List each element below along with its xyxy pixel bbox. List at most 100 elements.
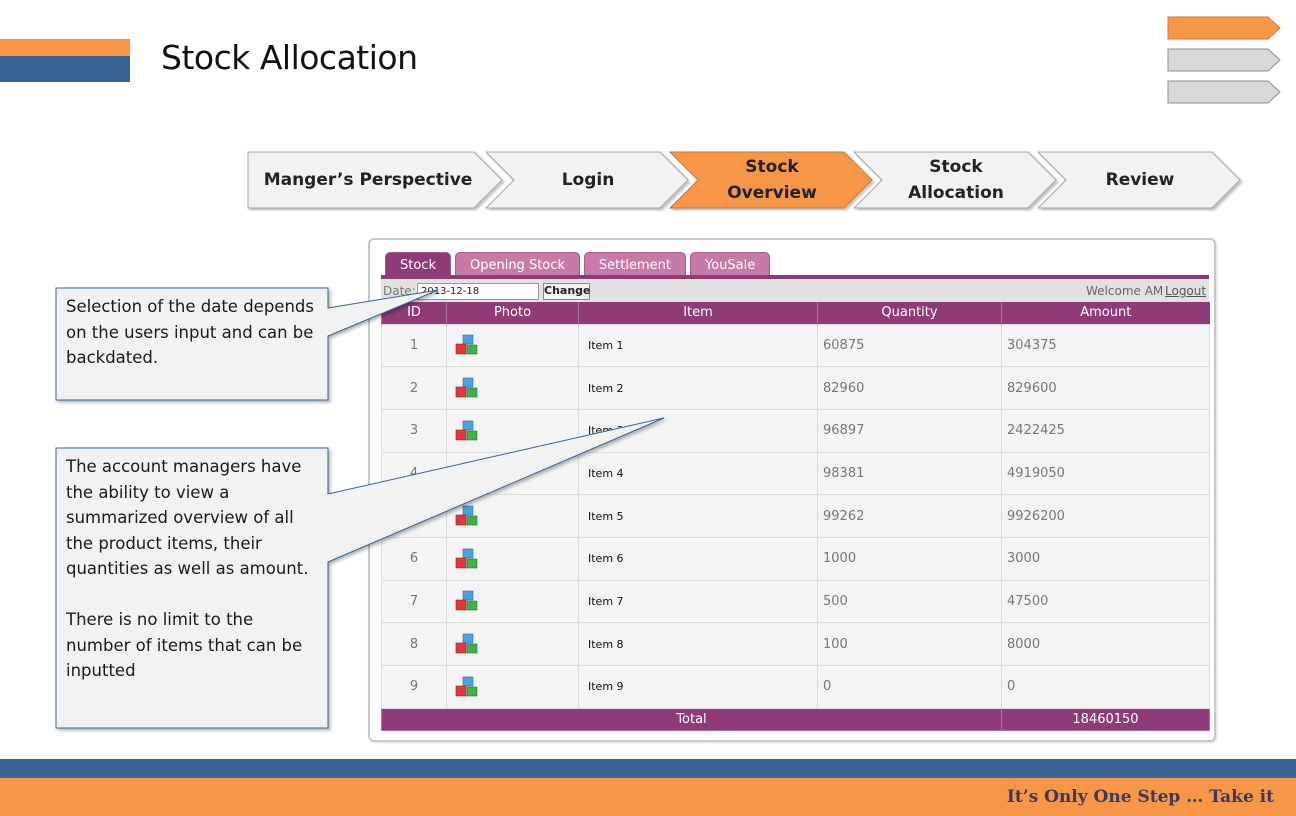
cell-id: 3 bbox=[381, 408, 447, 453]
table-row: 8 Item 8 100 8000 bbox=[381, 622, 1210, 666]
cell-item: Item 2 bbox=[578, 366, 818, 410]
process-chevrons bbox=[247, 151, 1241, 209]
product-cubes-icon bbox=[455, 633, 479, 655]
cell-quantity: 99262 bbox=[817, 494, 1002, 538]
total-label: Total bbox=[381, 707, 1002, 731]
cell-item: Item 3 bbox=[578, 408, 818, 453]
welcome-text: Welcome AM bbox=[1086, 284, 1164, 298]
chevron-label-3: Stock Overview bbox=[727, 157, 817, 203]
column-header-photo: Photo bbox=[446, 302, 579, 324]
cell-photo bbox=[446, 536, 579, 581]
cell-quantity: 82960 bbox=[817, 366, 1002, 410]
cell-amount: 47500 bbox=[1001, 579, 1210, 624]
cell-photo bbox=[446, 366, 579, 410]
tab-stock[interactable]: Stock bbox=[385, 252, 451, 276]
footer-blue-band bbox=[0, 759, 1296, 778]
cell-quantity: 1000 bbox=[817, 536, 1002, 581]
total-row: Total 18460150 bbox=[381, 707, 1210, 731]
progress-indicator bbox=[1167, 16, 1281, 104]
total-amount: 18460150 bbox=[1001, 707, 1210, 731]
cell-quantity: 0 bbox=[817, 665, 1002, 709]
cell-item: Item 9 bbox=[578, 665, 818, 709]
table-row: 2 Item 2 82960 829600 bbox=[381, 366, 1210, 410]
header-accent-blue bbox=[0, 56, 130, 82]
product-cubes-icon bbox=[455, 676, 479, 698]
chevron-label-1: Manger’s Perspective bbox=[263, 170, 473, 190]
chevron-label-5: Review bbox=[1105, 170, 1175, 190]
cell-item: Item 6 bbox=[578, 536, 818, 581]
cell-photo bbox=[446, 665, 579, 709]
cell-amount: 3000 bbox=[1001, 536, 1210, 581]
column-header-id: ID bbox=[381, 302, 447, 324]
table-row: 3 Item 3 96897 2422425 bbox=[381, 408, 1210, 453]
callout-date-text: Selection of the date depends on the use… bbox=[66, 297, 314, 367]
column-header-quantity: Quantity bbox=[817, 302, 1002, 324]
cell-quantity: 100 bbox=[817, 622, 1002, 666]
cell-photo bbox=[446, 323, 579, 368]
footer-tagline: It’s Only One Step … Take it bbox=[1006, 787, 1274, 807]
tab-settlement[interactable]: Settlement bbox=[583, 252, 686, 276]
cell-quantity: 98381 bbox=[817, 451, 1002, 496]
table-row: 7 Item 7 500 47500 bbox=[381, 579, 1210, 624]
column-header-amount: Amount bbox=[1001, 302, 1210, 324]
product-cubes-icon bbox=[455, 420, 479, 442]
cell-item: Item 1 bbox=[578, 323, 818, 368]
cell-amount: 4919050 bbox=[1001, 451, 1210, 496]
product-cubes-icon bbox=[455, 548, 479, 570]
cell-photo bbox=[446, 622, 579, 666]
chevron-step-5 bbox=[1036, 151, 1241, 209]
cell-photo bbox=[446, 451, 579, 496]
logout-link[interactable]: Logout bbox=[1165, 284, 1207, 298]
table-row: 4 Item 4 98381 4919050 bbox=[381, 451, 1210, 496]
cell-amount: 8000 bbox=[1001, 622, 1210, 666]
product-cubes-icon bbox=[455, 590, 479, 612]
date-input[interactable]: 2013-12-18 bbox=[417, 283, 539, 300]
app-tabs: Stock Opening Stock Settlement YouSale bbox=[385, 252, 771, 276]
table-row: 6 Item 6 1000 3000 bbox=[381, 536, 1210, 581]
chevron-label-2: Login bbox=[561, 170, 615, 190]
progress-arrow-1 bbox=[1167, 16, 1281, 40]
progress-arrow-2 bbox=[1167, 48, 1281, 72]
slide-title: Stock Allocation bbox=[161, 38, 418, 77]
cell-id: 9 bbox=[381, 665, 447, 709]
stock-table: ID Photo Item Quantity Amount 1 Item 1 608… bbox=[381, 302, 1210, 731]
change-button[interactable]: Change bbox=[543, 283, 591, 300]
cell-amount: 2422425 bbox=[1001, 408, 1210, 453]
product-cubes-icon bbox=[455, 334, 479, 356]
chevron-step-4 bbox=[852, 151, 1057, 209]
cell-item: Item 7 bbox=[578, 579, 818, 624]
tab-yousale[interactable]: YouSale bbox=[689, 252, 771, 276]
cell-quantity: 60875 bbox=[817, 323, 1002, 368]
cell-item: Item 4 bbox=[578, 451, 818, 496]
tab-underline bbox=[381, 275, 1209, 279]
cell-id: 8 bbox=[381, 622, 447, 666]
tab-opening-stock[interactable]: Opening Stock bbox=[454, 252, 580, 276]
callout-overview-text: The account managers have the ability to… bbox=[66, 457, 309, 680]
cell-amount: 9926200 bbox=[1001, 494, 1210, 538]
progress-arrow-3 bbox=[1167, 80, 1281, 104]
cell-id: 5 bbox=[381, 494, 447, 538]
column-header-item: Item bbox=[578, 302, 818, 324]
table-header-row: ID Photo Item Quantity Amount bbox=[381, 302, 1210, 324]
footer-orange-band bbox=[0, 778, 1296, 816]
date-label: Date: bbox=[383, 284, 416, 298]
cell-amount: 0 bbox=[1001, 665, 1210, 709]
cell-id: 1 bbox=[381, 323, 447, 368]
table-row: 5 Item 5 99262 9926200 bbox=[381, 494, 1210, 538]
cell-id: 7 bbox=[381, 579, 447, 624]
cell-amount: 829600 bbox=[1001, 366, 1210, 410]
table-row: 1 Item 1 60875 304375 bbox=[381, 323, 1210, 368]
product-cubes-icon bbox=[455, 377, 479, 399]
cell-quantity: 96897 bbox=[817, 408, 1002, 453]
cell-photo bbox=[446, 494, 579, 538]
product-cubes-icon bbox=[455, 505, 479, 527]
product-cubes-icon bbox=[455, 462, 479, 484]
cell-amount: 304375 bbox=[1001, 323, 1210, 368]
cell-item: Item 8 bbox=[578, 622, 818, 666]
cell-item: Item 5 bbox=[578, 494, 818, 538]
chevron-step-2 bbox=[484, 151, 689, 209]
chevron-step-1 bbox=[247, 151, 503, 209]
cell-photo bbox=[446, 408, 579, 453]
cell-id: 6 bbox=[381, 536, 447, 581]
